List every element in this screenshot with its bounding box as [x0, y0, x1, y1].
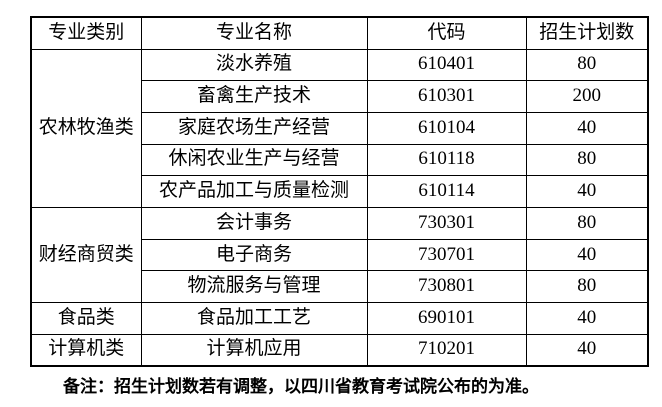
plan-cell: 200: [525, 80, 649, 113]
code-cell: 610114: [366, 175, 527, 208]
category-cell: 食品类: [30, 302, 142, 335]
table-row: 休闲农业生产与经营 610118 80: [31, 143, 649, 177]
table-row: 农林牧渔类 淡水养殖 610401 80: [30, 48, 649, 208]
plan-cell: 80: [525, 48, 649, 82]
plan-cell: 80: [525, 206, 649, 240]
category-cell: 农林牧渔类: [30, 48, 142, 208]
table-row: 财经商贸类 会计事务 730301 80: [30, 206, 649, 304]
table-row: 计算机类 计算机应用 710201 40: [30, 333, 649, 367]
header-row: 专业类别 专业名称 代码 招生计划数: [30, 16, 649, 50]
major-cell: 淡水养殖: [140, 48, 368, 82]
major-cell: 会计事务: [140, 206, 368, 240]
code-cell: 730701: [366, 238, 527, 272]
code-cell: 610104: [366, 111, 527, 145]
major-cell: 食品加工工艺: [140, 302, 368, 335]
plan-cell: 80: [525, 270, 649, 303]
major-cell: 物流服务与管理: [140, 270, 368, 303]
code-cell: 610301: [366, 80, 527, 113]
major-cell: 计算机应用: [140, 333, 368, 367]
code-cell: 730301: [366, 206, 527, 240]
code-cell: 690101: [366, 302, 527, 335]
header-cell-code: 代码: [366, 16, 527, 50]
category-cell: 财经商贸类: [30, 206, 142, 304]
code-cell: 730801: [366, 270, 527, 303]
category-cell: 计算机类: [30, 333, 142, 367]
major-cell: 家庭农场生产经营: [140, 111, 368, 145]
major-cell: 电子商务: [140, 238, 368, 272]
plan-cell: 40: [525, 175, 649, 208]
table-row: 家庭农场生产经营 610104 40: [31, 111, 649, 145]
table-row: 畜禽生产技术 610301 200: [31, 80, 649, 113]
table-row: 农产品加工与质量检测 610114 40: [31, 175, 649, 208]
header-cell-plan: 招生计划数: [525, 16, 649, 50]
plan-cell: 80: [525, 143, 649, 177]
major-cell: 农产品加工与质量检测: [140, 175, 368, 208]
code-cell: 710201: [366, 333, 527, 367]
admission-plan-table: 专业类别 专业名称 代码 招生计划数 农林牧渔类 淡水养殖 610401 80 …: [30, 16, 649, 367]
header-cell-major: 专业名称: [140, 16, 368, 50]
plan-cell: 40: [525, 238, 649, 272]
code-cell: 610118: [366, 143, 527, 177]
header-cell-category: 专业类别: [30, 16, 142, 50]
table-row: 电子商务 730701 40: [31, 238, 649, 272]
major-cell: 畜禽生产技术: [140, 80, 368, 113]
code-cell: 610401: [366, 48, 527, 82]
table-row: 食品类 食品加工工艺 690101 40: [30, 302, 649, 335]
plan-cell: 40: [525, 333, 649, 367]
table-row: 物流服务与管理 730801 80: [31, 270, 649, 303]
major-cell: 休闲农业生产与经营: [140, 143, 368, 177]
plan-cell: 40: [525, 111, 649, 145]
footer-note: 备注：招生计划数若有调整，以四川省教育考试院公布的为准。: [63, 377, 539, 396]
plan-cell: 40: [525, 302, 649, 335]
